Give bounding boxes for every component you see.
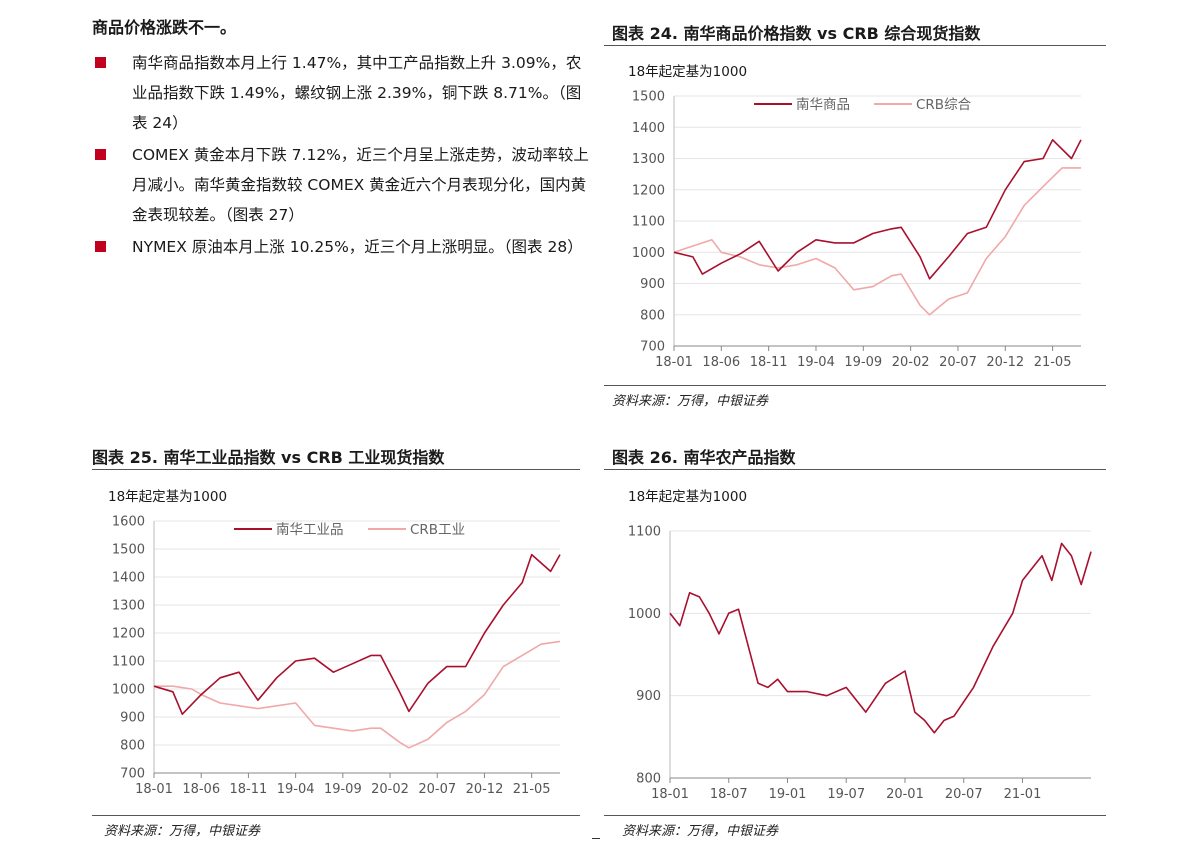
y-tick-label: 1500 bbox=[632, 90, 665, 105]
x-tick-label: 18-01 bbox=[655, 355, 693, 370]
legend-label: CRB综合 bbox=[916, 97, 972, 113]
y-tick-label: 800 bbox=[120, 739, 145, 754]
x-tick-label: 19-09 bbox=[844, 355, 882, 370]
figure-26-title: 图表 26. 南华农产品指数 bbox=[612, 448, 796, 467]
y-tick-label: 1000 bbox=[112, 683, 145, 698]
y-tick-label: 1100 bbox=[632, 215, 665, 230]
figure-26-subtitle: 18年起定基为1000 bbox=[628, 489, 748, 505]
y-tick-label: 900 bbox=[636, 689, 661, 704]
x-tick-label: 18-06 bbox=[702, 355, 740, 370]
y-tick-label: 1200 bbox=[632, 183, 665, 198]
x-tick-label: 18-07 bbox=[710, 787, 748, 802]
y-tick-label: 700 bbox=[120, 767, 145, 782]
x-tick-label: 21-05 bbox=[513, 782, 551, 797]
x-tick-label: 20-07 bbox=[939, 355, 977, 370]
y-tick-label: 1600 bbox=[112, 515, 145, 530]
figure-24-source: 资料来源：万得，中银证券 bbox=[612, 394, 769, 409]
figure-26-chart: 800 900 1000 1100 18-01 18-07 19-01 19-07 20-01 2… bbox=[628, 525, 1092, 802]
y-tick-label: 1400 bbox=[112, 571, 145, 586]
figure-24-source-rule bbox=[604, 385, 1106, 386]
series-line-primary bbox=[673, 138, 1082, 280]
bullet-item: 南华商品指数本月上行 1.47%，其中工产品指数上升 3.09%，农业品指数下跌… bbox=[92, 48, 592, 138]
figure-26-source-rule bbox=[604, 815, 1106, 816]
x-tick-label: 20-07 bbox=[945, 787, 983, 802]
y-tick-label: 700 bbox=[640, 340, 665, 355]
x-tick-label: 21-01 bbox=[1004, 787, 1042, 802]
x-tick-label: 19-09 bbox=[324, 782, 362, 797]
x-tick-label: 20-02 bbox=[371, 782, 409, 797]
bullet-text: 南华商品指数本月上行 1.47%，其中工产品指数上升 3.09%，农业品指数下跌… bbox=[132, 54, 582, 132]
summary-heading: 商品价格涨跌不一。 bbox=[92, 18, 237, 37]
x-tick-label: 18-11 bbox=[230, 782, 268, 797]
x-tick-label: 20-12 bbox=[986, 355, 1024, 370]
bullet-square-icon bbox=[95, 57, 106, 68]
x-tick-label: 18-06 bbox=[182, 782, 220, 797]
y-tick-label: 1000 bbox=[632, 246, 665, 261]
bullet-square-icon bbox=[95, 149, 106, 160]
y-tick-label: 1300 bbox=[632, 152, 665, 167]
x-tick-label: 18-01 bbox=[651, 787, 689, 802]
figure-25-title: 图表 25. 南华工业品指数 vs CRB 工业现货指数 bbox=[92, 448, 445, 467]
y-tick-label: 1100 bbox=[628, 525, 661, 540]
y-tick-label: 900 bbox=[640, 277, 665, 292]
legend-label: 南华工业品 bbox=[276, 522, 344, 538]
figure-25-title-rule bbox=[92, 469, 580, 470]
page-dash bbox=[592, 838, 600, 839]
x-tick-label: 18-11 bbox=[750, 355, 788, 370]
y-tick-label: 1100 bbox=[112, 655, 145, 670]
x-tick-label: 19-01 bbox=[769, 787, 807, 802]
bullet-square-icon bbox=[95, 241, 106, 252]
x-tick-label: 19-04 bbox=[277, 782, 315, 797]
figure-25-source-rule bbox=[92, 815, 580, 816]
series-line-secondary bbox=[154, 640, 561, 749]
figure-25-subtitle: 18年起定基为1000 bbox=[108, 489, 228, 505]
y-tick-label: 1500 bbox=[112, 543, 145, 558]
figure-26-title-rule bbox=[604, 469, 1106, 470]
bullet-item: NYMEX 原油本月上涨 10.25%，近三个月上涨明显。（图表 28） bbox=[92, 232, 592, 262]
y-tick-label: 1000 bbox=[628, 607, 661, 622]
figure-24-title: 图表 24. 南华商品价格指数 vs CRB 综合现货指数 bbox=[612, 24, 981, 43]
figure-24-subtitle: 18年起定基为1000 bbox=[628, 64, 748, 80]
bullet-text: COMEX 黄金本月下跌 7.12%，近三个月呈上涨走势，波动率较上月减小。南华… bbox=[132, 146, 589, 224]
y-tick-label: 1200 bbox=[112, 627, 145, 642]
legend-label: 南华商品 bbox=[796, 97, 850, 113]
bullet-text: NYMEX 原油本月上涨 10.25%，近三个月上涨明显。（图表 28） bbox=[132, 238, 583, 256]
series-line-primary bbox=[669, 542, 1092, 734]
figure-26-source: 资料来源：万得，中银证券 bbox=[622, 824, 779, 839]
x-tick-label: 19-04 bbox=[797, 355, 835, 370]
y-tick-label: 1300 bbox=[112, 599, 145, 614]
x-tick-label: 20-02 bbox=[892, 355, 930, 370]
bullet-item: COMEX 黄金本月下跌 7.12%，近三个月呈上涨走势，波动率较上月减小。南华… bbox=[92, 140, 592, 230]
y-tick-label: 1400 bbox=[632, 121, 665, 136]
legend-label: CRB工业 bbox=[410, 522, 465, 538]
figure-24-title-rule bbox=[604, 45, 1106, 46]
x-tick-label: 19-07 bbox=[827, 787, 865, 802]
figure-24-chart: 700 800 900 1000 1100 1200 1300 1400 1500 18-01 18… bbox=[632, 90, 1082, 370]
figure-25-source: 资料来源：万得，中银证券 bbox=[104, 824, 261, 839]
y-tick-label: 900 bbox=[120, 711, 145, 726]
x-tick-label: 20-12 bbox=[466, 782, 504, 797]
summary-bullet-list: 南华商品指数本月上行 1.47%，其中工产品指数上升 3.09%，农业品指数下跌… bbox=[92, 48, 592, 264]
y-tick-label: 800 bbox=[640, 308, 665, 323]
figure-25-chart: 700 800 900 1000 1100 1200 1300 1400 1500 1600 18-… bbox=[112, 515, 561, 797]
y-tick-label: 800 bbox=[636, 772, 661, 787]
series-line-primary bbox=[153, 553, 561, 715]
x-tick-label: 21-05 bbox=[1034, 355, 1072, 370]
x-tick-label: 20-07 bbox=[418, 782, 456, 797]
x-tick-label: 18-01 bbox=[135, 782, 173, 797]
x-tick-label: 20-01 bbox=[886, 787, 924, 802]
